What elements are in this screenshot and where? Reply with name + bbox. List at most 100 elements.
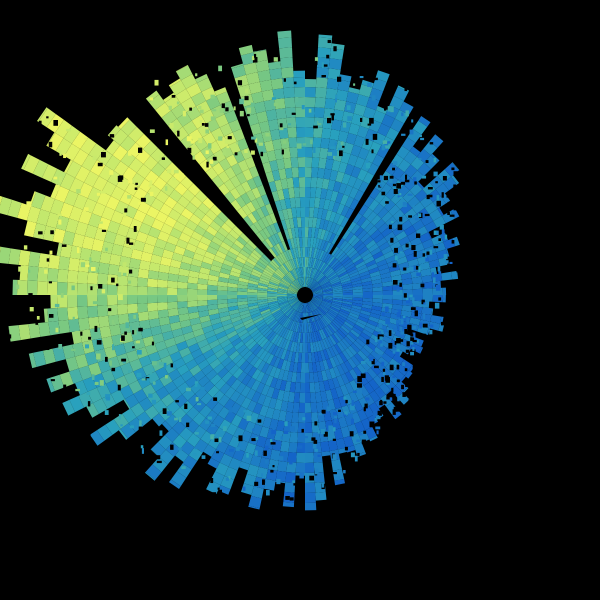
radar-cell: [287, 295, 297, 296]
radar-cell: [260, 275, 271, 282]
speckle: [411, 384, 414, 388]
speckle: [419, 134, 422, 138]
radar-cell: [289, 147, 298, 158]
radar-cell: [101, 241, 114, 254]
radar-cell: [272, 88, 285, 100]
radar-cell: [77, 295, 88, 307]
radar-cell: [400, 310, 412, 318]
speckle: [205, 129, 210, 134]
speckle: [396, 357, 400, 363]
speckle: [111, 367, 116, 372]
radar-cell: [242, 318, 254, 326]
speckle: [412, 332, 416, 338]
radar-cell: [347, 221, 357, 232]
radar-cell: [426, 328, 430, 335]
radar-cell: [317, 340, 323, 351]
speckle: [429, 142, 434, 145]
speckle: [127, 60, 131, 66]
radar-cell: [310, 300, 319, 307]
radar-cell: [203, 444, 216, 457]
radar-cell: [197, 278, 209, 285]
speckle: [353, 57, 359, 60]
radar-cell: [352, 297, 363, 302]
radar-cell: [8, 248, 21, 265]
speckle: [361, 439, 366, 445]
radar-cell: [82, 236, 95, 250]
speckle: [280, 436, 283, 440]
speckle: [422, 361, 425, 364]
radar-cell: [98, 315, 110, 328]
radar-cell: [389, 95, 404, 110]
radar-cell: [273, 222, 281, 233]
radar-cell: [327, 310, 337, 318]
speckle: [465, 250, 468, 256]
radar-cell: [88, 143, 105, 160]
radar-cell: [305, 412, 312, 423]
radar-cell: [243, 473, 257, 487]
radar-cell: [329, 306, 340, 313]
radar-cell: [392, 295, 403, 301]
speckle: [394, 256, 398, 261]
radar-cell: [256, 111, 268, 124]
speckle: [410, 351, 415, 356]
radar-cell: [368, 267, 380, 274]
radar-cell: [333, 295, 343, 297]
radar-cell: [228, 350, 240, 361]
radar-cell: [314, 381, 321, 393]
radar-cell: [174, 394, 188, 408]
speckle: [399, 326, 403, 332]
radar-cell: [291, 282, 300, 290]
speckle: [323, 431, 328, 437]
speckle: [390, 106, 394, 113]
speckle: [392, 350, 398, 354]
radar-cell: [84, 224, 98, 239]
speckle: [350, 418, 355, 425]
radar-cell: [292, 342, 298, 353]
radar-cell: [291, 310, 297, 320]
speckle: [344, 411, 348, 415]
radar-cell: [221, 263, 233, 271]
radar-cell: [290, 331, 296, 342]
radar-cell: [307, 257, 311, 268]
speckle: [84, 264, 90, 267]
speckle: [376, 415, 381, 420]
speckle: [297, 445, 303, 449]
speckle: [392, 393, 396, 398]
radar-cell: [222, 259, 234, 267]
radar-cell: [345, 347, 355, 359]
speckle: [434, 100, 438, 103]
speckle: [392, 375, 396, 379]
speckle: [444, 156, 449, 162]
radar-cell: [273, 310, 283, 318]
radar-cell: [262, 312, 273, 319]
speckle: [96, 340, 102, 345]
speckle: [314, 60, 318, 65]
speckle: [292, 480, 295, 483]
radar-cell: [305, 147, 313, 158]
radar-cell: [398, 236, 411, 246]
radar-cell: [269, 320, 279, 329]
radar-cell: [441, 211, 455, 224]
radar-cell: [370, 274, 382, 281]
speckle: [106, 397, 111, 401]
radar-cell: [180, 370, 194, 382]
radar-cell: [259, 350, 268, 361]
radar-cell: [307, 342, 312, 353]
radar-cell: [286, 401, 294, 413]
radar-cell: [230, 378, 242, 391]
radar-cell: [362, 298, 373, 303]
radar-cell: [305, 277, 306, 287]
radar-cell: [312, 288, 323, 293]
radar-cell: [148, 351, 161, 364]
radar-cell: [342, 287, 353, 291]
radar-cell: [240, 147, 252, 160]
radar-cell: [258, 282, 269, 288]
radar-cell: [309, 372, 315, 383]
radar-cell: [342, 295, 353, 298]
radar-cell: [305, 267, 307, 277]
radar-cell: [388, 204, 401, 216]
radar-cell: [325, 312, 335, 321]
speckle: [144, 72, 148, 79]
radar-cell: [293, 321, 298, 332]
speckle: [369, 135, 374, 140]
